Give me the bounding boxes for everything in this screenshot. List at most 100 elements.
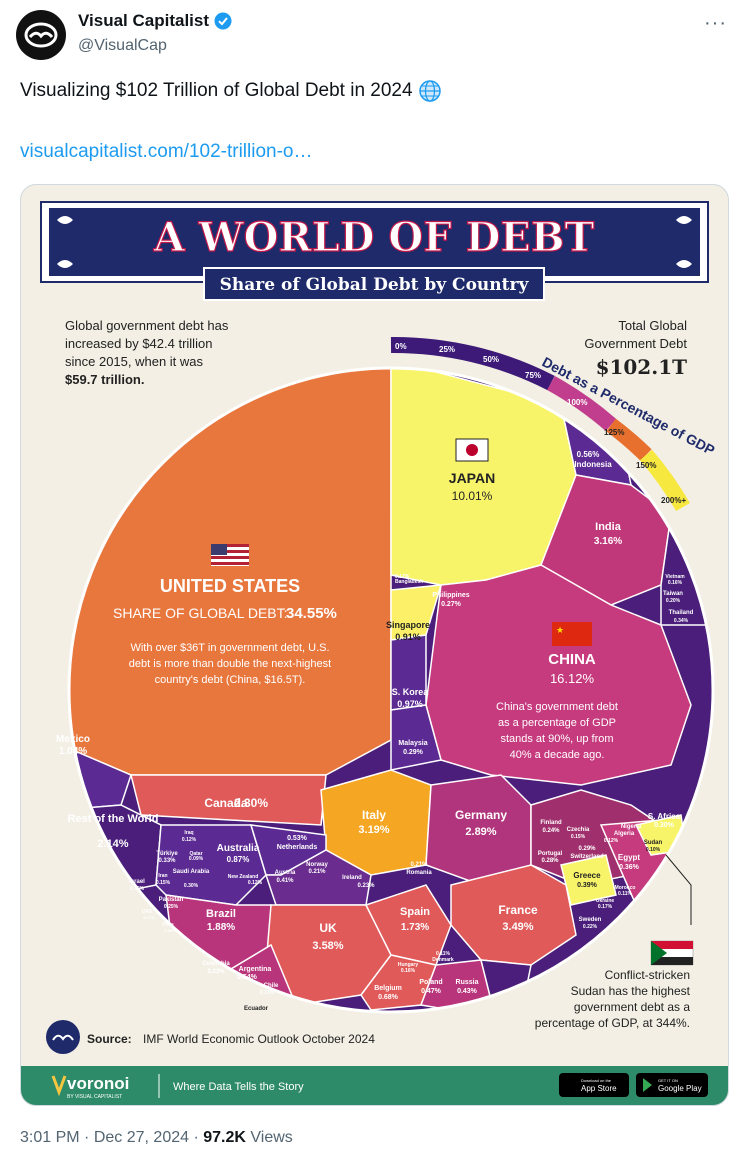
country-value: 0.34% [674,618,689,624]
country-name: Saudi Arabia [173,869,210,875]
voronoi-logo-icon [51,1075,67,1097]
scale-tick: 100% [567,398,587,407]
country-value: 0.39% [577,882,598,889]
country-name: Pakistan [159,897,184,903]
country-value: 0.11% [618,891,632,897]
country-value: 0.10% [646,847,661,853]
sudan-note: percentage of GDP, at 344%. [535,1016,690,1030]
meta-separator: · [193,1129,199,1146]
intro-line: increased by $42.4 trillion [65,336,212,351]
cell-france [450,864,577,966]
sudan-callout: Conflict-stricken Sudan has the highest … [535,854,694,1030]
country-value: 0.16% [401,968,416,974]
country-value: 0.09% [189,856,204,862]
total-debt: Total Global Government Debt $102.1T [584,318,687,379]
sudan-note: Sudan has the highest [571,984,691,998]
sudan-flag-icon [650,940,694,966]
country-name: Denmark [432,957,454,963]
country-value: 0.97% [397,699,423,709]
country-value: 0.91% [395,632,421,642]
scale-tick: 200%+ [661,496,686,505]
cell-russia [480,959,532,1012]
more-options-icon[interactable]: ··· [704,12,727,34]
cell-canada [130,774,327,826]
country-value: 0.47% [421,988,442,995]
country-value: 0.87% [227,855,250,864]
source-label: Source: [87,1032,132,1046]
country-value: 0.16% [668,580,683,586]
country-value: 1.04% [59,746,87,757]
total-label: Total Global [618,318,687,333]
us-share-value: 34.55% [286,605,337,622]
country-name: Germany [455,808,507,822]
china-note: stands at 90%, up from [500,733,613,745]
scale-tick: 25% [439,345,455,354]
country-value: 0.56% [577,450,600,459]
china-note: as a percentage of GDP [498,717,616,729]
country-value: 0.15% [571,834,586,840]
us-flag-icon [211,544,249,566]
circle-border [67,366,715,1014]
verified-badge-icon [214,12,232,30]
infographic-subtitle: Share of Global Debt by Country [220,275,530,295]
country-name: Morocco [615,885,636,891]
country-name: Hungary [398,962,419,968]
japan-value: 10.01% [452,489,493,503]
tweet-date[interactable]: Dec 27, 2024 [93,1129,190,1146]
country-value: 0.33% [158,858,176,864]
country-value: 1.88% [207,922,235,933]
country-name: Netherlands [277,844,318,851]
country-value: 0.23% [207,969,225,975]
total-value: $102.1T [596,355,688,379]
title-banner: A WORLD OF DEBT Share of Global Debt by … [40,201,709,301]
japan-label-group: JAPAN 10.01% [449,438,495,503]
country-labels: 0.56% Indonesia India 3.16% Vietnam 0.16… [56,450,694,1012]
country-value: 0.54% [237,974,258,981]
country-value: 2.89% [465,826,496,838]
views-count: 97.2K [203,1129,246,1146]
country-value: 0.09% [164,928,176,933]
brand-name: voronoi [67,1074,129,1093]
china-label-group: ★ CHINA 16.12% China's government debt a… [496,622,618,761]
infographic-image[interactable]: A WORLD OF DEBT Share of Global Debt by … [20,184,729,1106]
us-note: With over $36T in government debt, U.S. [130,642,329,654]
source-text: IMF World Economic Outlook October 2024 [143,1032,375,1046]
china-name: CHINA [548,651,596,668]
country-value: 0.68% [378,994,399,1001]
infographic-title: A WORLD OF DEBT [153,214,595,261]
google-play-label: Google Play [658,1084,702,1093]
cell-belgium [360,954,438,1011]
tweet-text-content: Visualizing $102 Trillion of Global Debt… [20,80,413,101]
account-name[interactable]: Visual Capitalist [78,11,232,31]
country-name: Russia [456,979,479,986]
country-name: S. Korea [392,687,430,697]
tweet-link[interactable]: visualcapitalist.com/102-trillion-o… [20,141,313,162]
tagline: Where Data Tells the Story [173,1081,304,1093]
country-name: S. Africa [648,812,681,821]
country-name: Finland [540,820,562,826]
country-value: 0.36% [619,864,640,871]
country-name: UAE [142,909,153,915]
account-handle[interactable]: @VisualCap [78,37,167,54]
country-name: UK [319,921,337,935]
japan-flag-dot [466,444,478,456]
country-value: 0.43% [457,988,478,995]
infographic-footer: voronoi BY VISUAL CAPITALIST Where Data … [21,1066,728,1105]
country-name: New Zealand [228,874,259,880]
country-name: Singapore [386,620,430,630]
scale-tick: 150% [636,461,656,470]
sudan-note: Conflict-stricken [605,968,690,982]
country-value: 0.17% [598,904,613,910]
scale-tick: 50% [483,355,499,364]
japan-name: JAPAN [449,470,495,486]
country-name: Vietnam [665,574,685,580]
country-value: 2.30% [234,796,268,810]
country-name: Ireland [342,875,362,881]
country-value: 0.29% [403,749,424,756]
tweet-time[interactable]: 3:01 PM [20,1129,80,1146]
country-name: Mexico [56,734,90,745]
country-name: Ecuador [244,1006,269,1012]
tweet-text: Visualizing $102 Trillion of Global Debt… [20,80,441,102]
avatar[interactable] [16,10,66,60]
scale-tick: 125% [604,428,624,437]
